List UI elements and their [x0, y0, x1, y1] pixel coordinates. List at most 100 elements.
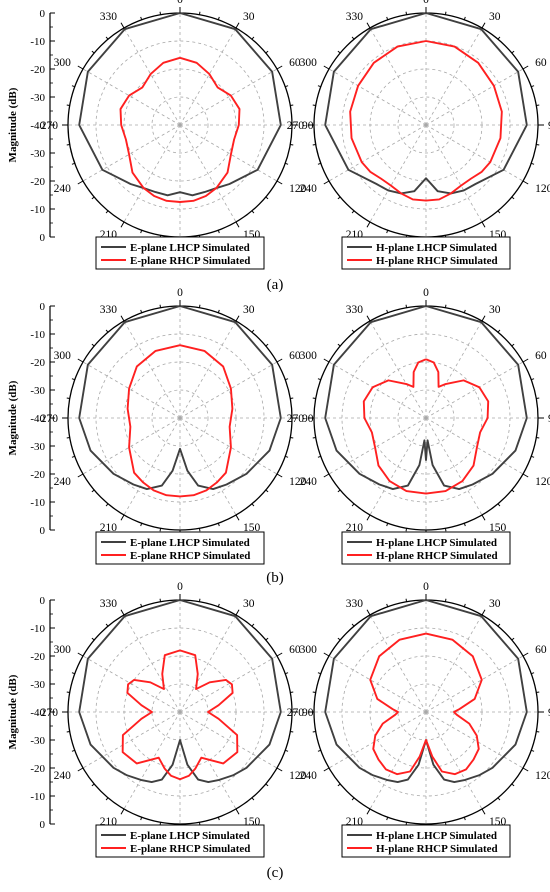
legend-box	[95, 824, 265, 858]
angle-tick	[159, 528, 162, 532]
angle-tick	[91, 489, 95, 493]
panel-label: (c)	[267, 865, 284, 881]
legend-label: E-plane LHCP Simulated	[130, 242, 250, 254]
angle-label: 30	[489, 598, 501, 610]
angle-label: 90	[302, 413, 314, 425]
angle-tick	[463, 817, 466, 821]
angle-tick	[481, 315, 486, 322]
angle-label: 300	[54, 57, 72, 69]
angle-tick	[77, 473, 84, 478]
angle-tick	[351, 503, 355, 507]
angle-label: 300	[54, 644, 72, 656]
angle-tick	[120, 315, 125, 322]
legend-label: H-plane RHCP Simulated	[376, 843, 498, 855]
angle-label: 30	[243, 598, 255, 610]
grid-spoke	[179, 124, 278, 182]
angle-tick	[217, 230, 220, 234]
angle-label: 90	[302, 707, 314, 719]
grid-spoke	[369, 124, 427, 223]
lhcp-series-line	[78, 12, 282, 197]
angle-tick	[235, 22, 240, 29]
angle-tick	[251, 623, 255, 627]
magnitude-tick-label: -10	[30, 497, 45, 509]
angle-tick	[522, 358, 529, 363]
grid-spoke	[425, 124, 524, 182]
grid-spoke	[369, 27, 427, 126]
angle-tick	[351, 36, 355, 40]
angle-tick	[140, 16, 143, 20]
legend-label: E-plane LHCP Simulated	[130, 537, 250, 549]
angle-label: 330	[100, 304, 118, 316]
magnitude-tick-label: -20	[30, 64, 45, 76]
angle-tick	[120, 514, 125, 521]
angle-tick	[251, 797, 255, 801]
angle-tick	[217, 309, 220, 313]
angle-tick	[265, 783, 269, 787]
grid-spoke	[179, 68, 278, 126]
angle-tick	[312, 730, 316, 733]
angle-tick	[481, 609, 486, 616]
angle-tick	[463, 523, 466, 527]
angle-tick	[140, 309, 143, 313]
grid-spoke	[425, 320, 483, 419]
angle-tick	[386, 230, 389, 234]
angle-tick	[536, 691, 540, 694]
angle-label: 150	[243, 522, 261, 534]
angle-tick	[531, 672, 535, 675]
angle-tick	[481, 221, 486, 228]
lhcp-series-line	[78, 599, 282, 784]
angle-tick	[366, 609, 371, 616]
angle-tick	[481, 808, 486, 815]
magnitude-tick-label: -40	[30, 120, 45, 132]
lhcp-series-line	[324, 12, 528, 195]
angle-label: 90	[548, 707, 550, 719]
angle-tick	[91, 783, 95, 787]
angle-tick	[265, 637, 269, 641]
angle-tick	[511, 783, 515, 787]
angle-tick	[511, 50, 515, 54]
magnitude-tick-label: -20	[30, 763, 45, 775]
grid-spoke	[425, 655, 524, 713]
grid-spoke	[179, 27, 237, 126]
angle-tick	[312, 104, 316, 107]
angle-tick	[198, 528, 201, 532]
angle-tick	[312, 143, 316, 146]
rhcp-series-line	[121, 649, 239, 781]
magnitude-tick-label: -40	[30, 413, 45, 425]
grid-spoke	[179, 655, 278, 713]
angle-tick	[337, 637, 341, 641]
grid-spoke	[123, 320, 181, 419]
lhcp-series-line	[78, 305, 282, 490]
angle-tick	[317, 378, 321, 381]
angle-tick	[531, 162, 535, 165]
angle-tick	[531, 378, 535, 381]
magnitude-axis: 0 -10 -20 -30 -40 -30 -20 -10 0 Magnitude (dB)	[7, 301, 55, 537]
angle-tick	[386, 603, 389, 607]
grid-circle	[151, 96, 209, 154]
angle-label: 210	[346, 522, 364, 534]
grid-spoke	[179, 417, 278, 475]
angle-label: 240	[54, 770, 72, 782]
legend-label: H-plane RHCP Simulated	[376, 255, 498, 267]
angle-tick	[405, 528, 408, 532]
angle-tick	[251, 210, 255, 214]
grid-spoke	[179, 417, 237, 516]
angle-tick	[290, 436, 294, 439]
legend-label: E-plane RHCP Simulated	[130, 843, 250, 855]
angle-tick	[497, 623, 501, 627]
angle-tick	[366, 315, 371, 322]
angle-label: 240	[54, 183, 72, 195]
angle-label: 0	[423, 287, 429, 299]
legend-box	[95, 236, 265, 270]
angle-label: 270	[287, 707, 305, 719]
angle-tick	[317, 85, 321, 88]
angle-tick	[235, 221, 240, 228]
grid-spoke	[82, 417, 181, 475]
angle-tick	[386, 523, 389, 527]
angle-tick	[66, 104, 70, 107]
magnitude-tick-label: 0	[40, 819, 46, 831]
angle-tick	[105, 329, 109, 333]
angle-tick	[290, 730, 294, 733]
grid-spoke	[123, 711, 181, 810]
angle-tick	[444, 11, 447, 15]
